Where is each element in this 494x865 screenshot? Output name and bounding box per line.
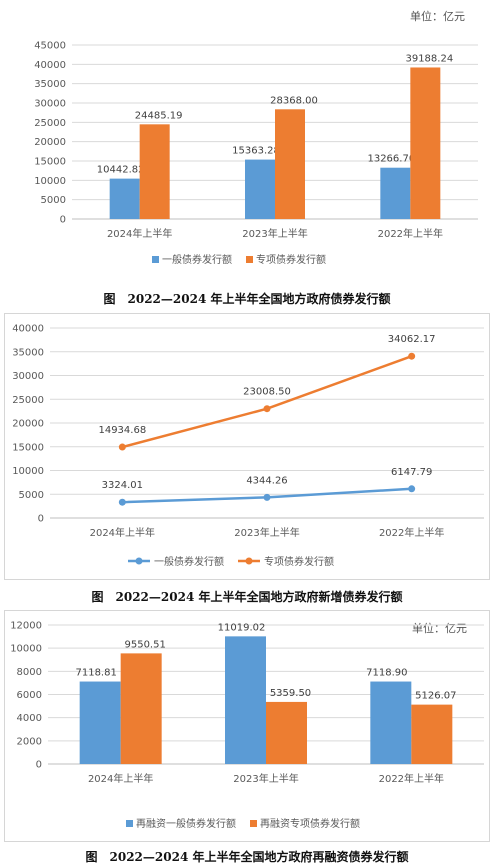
- chart-1-data-label: 10442.82: [97, 165, 145, 176]
- chart-1-panel: 单位：亿元 0 5000 10000 15000 20000 25000 30000 3500…: [0, 0, 494, 290]
- chart-2-legend-label: 专项债券发行额: [264, 555, 334, 568]
- chart-3-y-tick-label: 8000: [17, 667, 42, 678]
- chart-3-legend-label: 再融资一般债券发行额: [136, 817, 236, 830]
- chart-3-caption: 图 2022—2024 年上半年全国地方政府再融资债券发行额: [85, 850, 409, 864]
- chart-2-point: [408, 352, 416, 360]
- chart-2-y-tick-label: 35000: [12, 347, 44, 358]
- chart-3-data-label: 5126.07: [415, 691, 456, 702]
- chart-1-y-tick-label: 35000: [34, 79, 66, 90]
- chart-3-y-tick-label: 10000: [10, 644, 42, 655]
- chart-2-point: [408, 485, 416, 493]
- chart-1-svg: 0 5000 10000 15000 20000 25000 30000 35000 40000…: [34, 41, 478, 266]
- chart-3-legend-label: 再融资专项债券发行额: [260, 817, 360, 830]
- chart-2-legend-marker: [135, 557, 143, 565]
- chart-2-legend-marker: [245, 557, 253, 565]
- chart-2-legend-label: 一般债券发行额: [154, 555, 224, 568]
- chart-2-y-tick-label: 10000: [12, 466, 44, 477]
- chart-1-bar: [410, 67, 441, 219]
- chart-1-legend-marker: [152, 256, 159, 263]
- chart-3-data-label: 9550.51: [124, 639, 165, 650]
- chart-1-bar: [245, 159, 275, 219]
- chart-2-y-tick-label: 0: [38, 514, 44, 525]
- chart-2-x-tick-label: 2024年上半年: [90, 526, 155, 539]
- chart-1-y-tick-label: 30000: [34, 99, 66, 110]
- chart-3-bar: [79, 681, 121, 764]
- chart-3-data-label: 7118.81: [75, 668, 116, 679]
- chart-1-x-tick-label: 2023年上半年: [242, 227, 307, 240]
- chart-2-data-label: 6147.79: [391, 467, 432, 478]
- chart-1-data-label: 15363.28: [232, 146, 280, 157]
- chart-2-data-label: 14934.68: [98, 425, 146, 436]
- chart-1-bar: [139, 124, 170, 219]
- chart-3-x-tick-label: 2024年上半年: [88, 772, 153, 785]
- chart-1-bar: [109, 178, 140, 219]
- chart-2-data-label: 3324.01: [102, 480, 143, 491]
- chart-3-svg: 0 2000 4000 6000 8000 10000 12000 7118.81 9550.5…: [10, 621, 484, 830]
- chart-2-data-label: 23008.50: [243, 387, 291, 398]
- chart-2-data-label: 4344.26: [246, 475, 287, 486]
- chart-3-bar: [266, 701, 307, 764]
- chart-2-series-line: [122, 355, 413, 449]
- chart-3-data-label: 7118.90: [366, 668, 407, 679]
- chart-1-bar: [275, 109, 305, 219]
- chart-1-y-tick-label: 10000: [34, 176, 66, 187]
- chart-1-legend-marker: [246, 256, 253, 263]
- chart-2-svg: 0 5000 10000 15000 20000 25000 30000 35000 40000…: [12, 324, 484, 568]
- chart-1-data-label: 39188.24: [405, 53, 453, 64]
- chart-1-legend-label: 专项债券发行额: [256, 253, 326, 266]
- chart-1-y-tick-label: 45000: [34, 41, 66, 52]
- chart-1-data-label: 24485.19: [135, 110, 183, 121]
- chart-3-frame: [4, 610, 490, 842]
- chart-1-bar: [380, 167, 411, 219]
- chart-1-y-tick-label: 5000: [41, 195, 66, 206]
- chart-2-data-label: 34062.17: [388, 334, 436, 345]
- chart-2-y-tick-label: 40000: [12, 324, 44, 335]
- chart-3-y-tick-label: 4000: [17, 713, 42, 724]
- chart-1-y-tick-label: 40000: [34, 60, 66, 71]
- chart-1-y-tick-label: 20000: [34, 137, 66, 148]
- chart-3-bar: [120, 653, 162, 764]
- chart-2-y-tick-label: 25000: [12, 395, 44, 406]
- chart-2-panel: 0 5000 10000 15000 20000 25000 30000 35000 40000…: [0, 313, 494, 580]
- chart-2-point: [118, 443, 126, 451]
- chart-1-caption: 图 2022—2024 年上半年全国地方政府债券发行额: [103, 292, 391, 306]
- chart-3-bar: [370, 681, 412, 764]
- chart-3-legend-marker: [126, 820, 133, 827]
- chart-2-caption: 图 2022—2024 年上半年全国地方政府新增债券发行额: [91, 590, 403, 604]
- chart-3-data-label: 11019.02: [218, 622, 266, 633]
- chart-2-y-tick-label: 20000: [12, 419, 44, 430]
- chart-3-data-label: 5359.50: [270, 688, 311, 699]
- chart-1-x-tick-label: 2022年上半年: [378, 227, 443, 240]
- chart-1-x-tick-label: 2024年上半年: [107, 227, 172, 240]
- chart-2-point: [118, 498, 126, 506]
- chart-1-legend-label: 一般债券发行额: [162, 253, 232, 266]
- chart-2-y-tick-label: 5000: [19, 490, 44, 501]
- chart-3-y-tick-label: 0: [36, 760, 42, 771]
- chart-3-y-tick-label: 6000: [17, 690, 42, 701]
- chart-3-x-tick-label: 2023年上半年: [233, 772, 298, 785]
- chart-2-y-tick-label: 30000: [12, 371, 44, 382]
- chart-2-y-tick-label: 15000: [12, 442, 44, 453]
- chart-3-x-tick-label: 2022年上半年: [379, 772, 444, 785]
- chart-3-panel: 单位：亿元 0 2000 4000 6000 8000 10000 12000 7118.81…: [0, 610, 494, 842]
- chart-1-unit-label: 单位：亿元: [410, 10, 465, 23]
- chart-1-y-tick-label: 15000: [34, 157, 66, 168]
- chart-3-legend-marker: [250, 820, 257, 827]
- chart-3-y-tick-label: 12000: [10, 621, 42, 632]
- chart-1-y-tick-label: 25000: [34, 118, 66, 129]
- chart-2-x-tick-label: 2022年上半年: [379, 526, 444, 539]
- chart-2-x-tick-label: 2023年上半年: [234, 526, 299, 539]
- chart-2-frame: [4, 313, 490, 580]
- chart-1-data-label: 28368.00: [270, 95, 318, 106]
- chart-3-bar: [225, 636, 266, 764]
- chart-2-point: [263, 493, 271, 501]
- chart-3-y-tick-label: 2000: [17, 736, 42, 747]
- chart-2-point: [263, 405, 271, 413]
- chart-1-data-label: 13266.70: [367, 154, 415, 165]
- chart-1-y-tick-label: 0: [60, 215, 66, 226]
- chart-3-bar: [411, 704, 453, 764]
